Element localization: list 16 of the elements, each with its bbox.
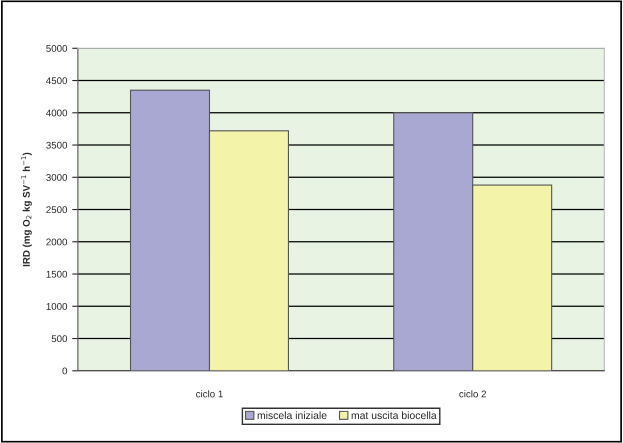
x-tick-label: ciclo 2: [459, 390, 486, 398]
y-tick-label: 1500: [46, 270, 68, 278]
y-tick-label: 4000: [46, 110, 68, 116]
x-tick-label: ciclo 1: [196, 390, 223, 398]
y-tick-label: 0: [62, 368, 68, 374]
y-tick-label: 3000: [46, 174, 68, 181]
y-tick-label: 5000: [46, 45, 68, 52]
y-tick-label: 3500: [46, 142, 68, 149]
y-tick-label: 500: [52, 335, 68, 342]
legend-label: miscela iniziale: [258, 411, 327, 420]
y-tick-label: 1000: [46, 303, 68, 310]
legend-label: mat uscita biocella: [352, 411, 437, 420]
y-tick-label: 2000: [46, 238, 68, 246]
y-axis-title: IRD (mg O$_{2}$ kg SV$^{−1}$ h$^{−1}$): [21, 152, 32, 266]
y-tick-label: 2500: [46, 206, 68, 214]
y-tick-label: 4500: [46, 77, 68, 84]
